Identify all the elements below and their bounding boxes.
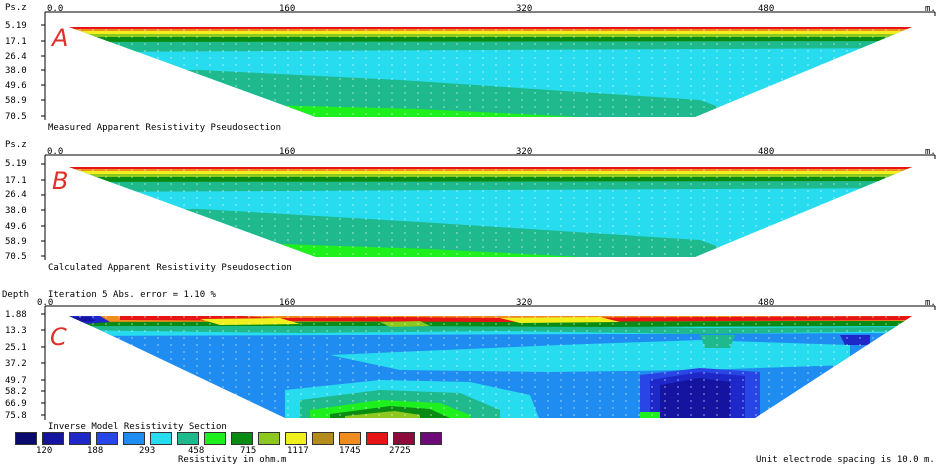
x-tick: 160 bbox=[279, 4, 296, 14]
y-axis-label: Ps.z bbox=[5, 140, 27, 150]
panel-letter: A bbox=[52, 24, 69, 52]
legend-swatch bbox=[15, 432, 37, 445]
depth-label: 26.4 bbox=[5, 52, 27, 62]
legend-value: 188 bbox=[87, 446, 104, 456]
depth-label: 66.9 bbox=[5, 399, 27, 409]
depth-label: 49.6 bbox=[5, 81, 27, 91]
legend-swatch bbox=[69, 432, 91, 445]
panel-letter: C bbox=[50, 323, 67, 351]
x-unit: m. bbox=[925, 4, 936, 14]
legend-swatch bbox=[366, 432, 388, 445]
legend-swatch bbox=[42, 432, 64, 445]
y-axis-label: Depth bbox=[2, 290, 30, 300]
depth-label: 58.9 bbox=[5, 237, 27, 247]
legend-swatch bbox=[204, 432, 226, 445]
depth-label: 49.6 bbox=[5, 222, 27, 232]
depth-label: 38.0 bbox=[5, 206, 27, 216]
legend-swatch bbox=[177, 432, 199, 445]
x-unit: m. bbox=[925, 147, 936, 157]
depth-label: 1.88 bbox=[5, 310, 27, 320]
x-tick: 0.0 bbox=[47, 147, 64, 157]
section-caption: Measured Apparent Resistivity Pseudosect… bbox=[48, 123, 281, 133]
legend-swatch bbox=[420, 432, 442, 445]
x-tick: 0.0 bbox=[47, 4, 64, 14]
frame-b bbox=[41, 154, 936, 260]
legend-value: 458 bbox=[188, 446, 205, 456]
x-tick: 320 bbox=[516, 298, 533, 308]
legend-swatch bbox=[258, 432, 280, 445]
pseudosection-a bbox=[69, 27, 912, 117]
depth-label: 17.1 bbox=[5, 176, 27, 186]
depth-label: 70.5 bbox=[5, 252, 27, 262]
legend-swatch bbox=[150, 432, 172, 445]
depth-label: 13.3 bbox=[5, 326, 27, 336]
legend-swatch bbox=[96, 432, 118, 445]
x-tick: 320 bbox=[516, 4, 533, 14]
depth-label: 58.2 bbox=[5, 387, 27, 397]
panel-letter: B bbox=[52, 167, 69, 195]
depth-label: 17.1 bbox=[5, 37, 27, 47]
depth-label: 49.7 bbox=[5, 376, 27, 386]
inverse-model-section bbox=[69, 316, 912, 418]
legend-value: 715 bbox=[240, 446, 257, 456]
legend-value: 120 bbox=[36, 446, 53, 456]
legend-swatch bbox=[312, 432, 334, 445]
depth-label: 70.5 bbox=[5, 112, 27, 122]
legend-swatch bbox=[123, 432, 145, 445]
section-caption: Calculated Apparent Resistivity Pseudose… bbox=[48, 263, 292, 273]
x-tick: 480 bbox=[758, 147, 775, 157]
depth-label: 5.19 bbox=[5, 159, 27, 169]
x-tick: 0.0 bbox=[37, 298, 54, 308]
iteration-status: Iteration 5 Abs. error = 1.10 % bbox=[48, 290, 216, 300]
depth-label: 37.2 bbox=[5, 359, 27, 369]
depth-label: 5.19 bbox=[5, 21, 27, 31]
legend-swatch bbox=[231, 432, 253, 445]
legend-value: 2725 bbox=[389, 446, 411, 456]
x-tick: 160 bbox=[279, 298, 296, 308]
legend-value: 1745 bbox=[339, 446, 361, 456]
x-tick: 480 bbox=[758, 298, 775, 308]
legend-value: 1117 bbox=[287, 446, 309, 456]
y-axis-label: Ps.z bbox=[5, 3, 27, 13]
depth-label: 26.4 bbox=[5, 190, 27, 200]
depth-label: 75.8 bbox=[5, 411, 27, 421]
depth-label: 58.9 bbox=[5, 96, 27, 106]
x-tick: 480 bbox=[758, 4, 775, 14]
legend-swatches bbox=[15, 432, 447, 445]
depth-label: 25.1 bbox=[5, 343, 27, 353]
frame-c bbox=[41, 305, 936, 420]
x-tick: 160 bbox=[279, 147, 296, 157]
legend-swatch bbox=[339, 432, 361, 445]
frame-a bbox=[41, 11, 936, 120]
legend-title: Resistivity in ohm.m bbox=[178, 455, 287, 465]
legend-swatch bbox=[285, 432, 307, 445]
pseudosection-b bbox=[69, 167, 912, 257]
legend-value: 293 bbox=[139, 446, 156, 456]
section-caption: Inverse Model Resistivity Section bbox=[48, 422, 227, 432]
electrode-spacing-note: Unit electrode spacing is 10.0 m. bbox=[756, 455, 935, 465]
x-unit: m. bbox=[925, 298, 936, 308]
legend-swatch bbox=[393, 432, 415, 445]
x-tick: 320 bbox=[516, 147, 533, 157]
depth-label: 38.0 bbox=[5, 66, 27, 76]
